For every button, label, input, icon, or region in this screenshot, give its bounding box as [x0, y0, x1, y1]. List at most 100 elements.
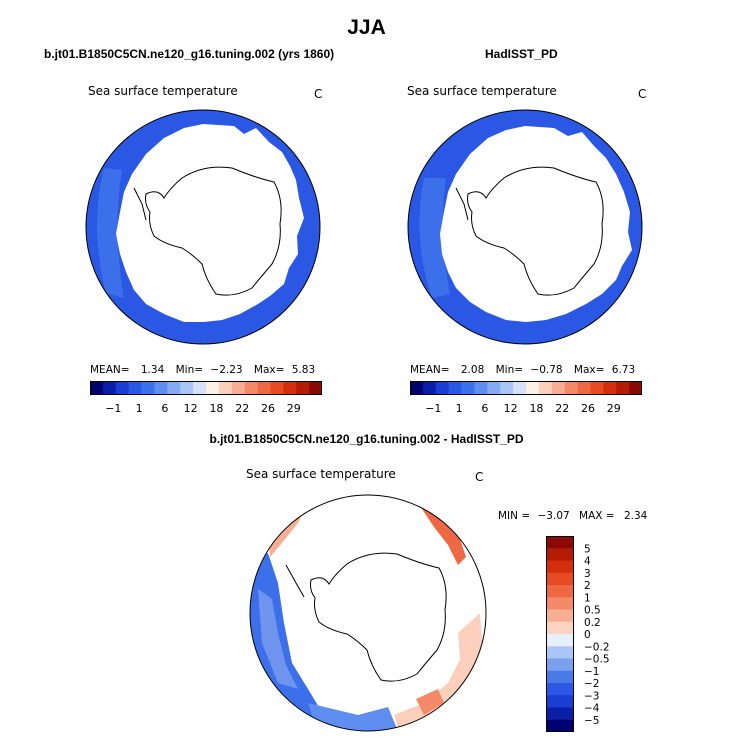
panel1-colorbar-swatch [309, 381, 322, 395]
panel1-colorbar-frame [90, 381, 322, 395]
panel1-colorbar-swatch [154, 381, 168, 395]
panel1-peninsula-coastline [133, 187, 147, 221]
panel2-warm-band [419, 178, 450, 298]
panel1-colorbar-swatch [218, 381, 233, 395]
panel1-colorbar-swatch [90, 381, 104, 395]
panel2-map-border [407, 109, 643, 345]
panel3-colorbar-tick-label: 0.5 [584, 605, 601, 617]
panel2-colorbar-tick-label: −1 [425, 402, 441, 415]
panel3-warm-anomaly-patch [416, 689, 444, 715]
panel3-colorbar-swatch [546, 560, 574, 574]
panel1-colorbar-swatch [141, 381, 155, 395]
panel2-max-label: Max= [573, 364, 605, 376]
panel3-colorbar-tick-label: 2 [584, 580, 591, 592]
panel1-warm-band [96, 168, 124, 298]
panel1-map-border [85, 109, 321, 345]
panel3-colorbar-swatch [546, 670, 574, 684]
panel3-colorbar-tick-label: −1 [584, 666, 599, 678]
panel3-colorbar-swatch [546, 634, 574, 647]
panel3-max-label: MAX = [579, 510, 615, 522]
panel3-colorbar-tick-label: −2 [584, 678, 599, 690]
panel2-colorbar-swatch [461, 381, 475, 395]
panel3-colorbar-tick-label: −3 [584, 690, 599, 702]
panel1-colorbar-tick-label: 1 [136, 402, 143, 415]
panel3-colorbar-tick-label: 4 [584, 556, 591, 568]
panel2-colorbar-swatch [474, 381, 488, 395]
panel3-units-label: C [475, 470, 484, 484]
panel3-warm-anomaly-se [394, 613, 484, 729]
panel3-colorbar-tick-label: −0.2 [584, 641, 610, 653]
panel1-colorbar-tick-label: 6 [161, 402, 168, 415]
panel1-mean-label: MEAN= [90, 364, 130, 376]
panel3-colorbar-frame [546, 536, 574, 732]
panel1-max-value: 5.83 [291, 364, 316, 376]
panel2-colorbar-tick-label: 12 [504, 402, 518, 415]
panel1-min-label: Min= [175, 364, 204, 376]
panel3-colorbar-swatch [546, 536, 574, 549]
panel2-colorbar-swatch [577, 381, 591, 395]
panel3-min-label: MIN = [498, 510, 531, 522]
panel1-variable-label: Sea surface temperature [88, 84, 238, 98]
panel1-colorbar-swatch [193, 381, 207, 395]
panel1-colorbar-tick-label: 18 [209, 402, 223, 415]
panel1-colorbar-swatch [244, 381, 258, 395]
panel1-title: b.jt01.B1850C5CN.ne120_g16.tuning.002 (y… [44, 47, 335, 61]
panel3-map-border [249, 494, 487, 732]
panel1-mean-value: 1.34 [140, 364, 165, 376]
panel2-colorbar: −1 1 6 12 18 22 26 29 [410, 381, 642, 415]
panel3-title: b.jt01.B1850C5CN.ne120_g16.tuning.002 - … [209, 432, 524, 446]
panel3-colorbar-tick-label: 1 [584, 592, 591, 604]
panel2-stats: MEAN= 2.08 Min= −0.78 Max= 6.73 [410, 364, 642, 376]
panel2-variable-label: Sea surface temperature [407, 84, 557, 98]
panel2-units-label: C [638, 87, 647, 101]
panel3-colorbar-tick-label: 0.2 [584, 617, 601, 629]
panel2-colorbar-swatch [538, 381, 553, 395]
panel1-colorbar-tick-label: 29 [287, 402, 301, 415]
panel3-colorbar-swatch [546, 548, 574, 561]
panel3-max-value: 2.34 [623, 510, 648, 522]
panel1-max-label: Max= [253, 364, 285, 376]
panel1-colorbar-tick-label: 26 [261, 402, 275, 415]
panel1-antarctica-coastline [145, 166, 282, 296]
panel1-colorbar-swatch [270, 381, 284, 395]
panel2-colorbar-swatch [616, 381, 630, 395]
panel3-colorbar-swatch [546, 585, 574, 598]
panel2-colorbar-tick-label: 22 [555, 402, 569, 415]
panel3-colorbar-tick-label: 5 [584, 543, 591, 555]
panel2-colorbar-swatch [422, 381, 437, 395]
panel2-polar-map [407, 109, 643, 345]
panel1-colorbar-swatch [115, 381, 129, 395]
panel3-peninsula-coastline [285, 564, 305, 598]
panel1-colorbar-tick-label: −1 [105, 402, 121, 415]
panel3-colorbar-swatch [546, 621, 574, 635]
panel3-colorbar-swatch [546, 609, 574, 623]
panel2-mean-label: MEAN= [410, 364, 450, 376]
panel3-colorbar-swatch [546, 683, 574, 696]
panel1-colorbar-swatch [102, 381, 117, 395]
panel2-colorbar-tick-label: 18 [529, 402, 543, 415]
panel3-cold-anomaly-light [258, 589, 298, 689]
panel1-colorbar: −1 1 6 12 18 22 26 29 [90, 381, 322, 415]
panel3-variable-label: Sea surface temperature [246, 467, 396, 481]
panel2-peninsula-coastline [455, 187, 469, 221]
panel3-colorbar-tick-label: −0.5 [584, 654, 610, 666]
panel3-background [250, 495, 486, 731]
panel2-mean-value: 2.08 [460, 364, 485, 376]
panel2-colorbar-swatch [603, 381, 617, 395]
panel2-min-value: −0.78 [530, 364, 563, 376]
panel3-warm-anomaly-ne [418, 503, 466, 565]
panel3-colorbar-swatch [546, 597, 574, 610]
panel1-colorbar-swatch [231, 381, 245, 395]
panel3-min-value: −3.07 [537, 510, 570, 522]
panel3-colorbar-swatch [546, 658, 574, 672]
panel2-colorbar-swatch [500, 381, 514, 395]
panel3-colorbar-swatch [546, 707, 574, 721]
panel2-colorbar-swatch [551, 381, 565, 395]
panel2-min-label: Min= [495, 364, 524, 376]
panel3-colorbar-swatch [546, 719, 574, 732]
panel2-colorbar-swatch [526, 381, 540, 395]
panel2-colorbar-swatch [487, 381, 501, 395]
panel2-colorbar-tick-label: 1 [456, 402, 463, 415]
panel1-colorbar-swatch [167, 381, 181, 395]
